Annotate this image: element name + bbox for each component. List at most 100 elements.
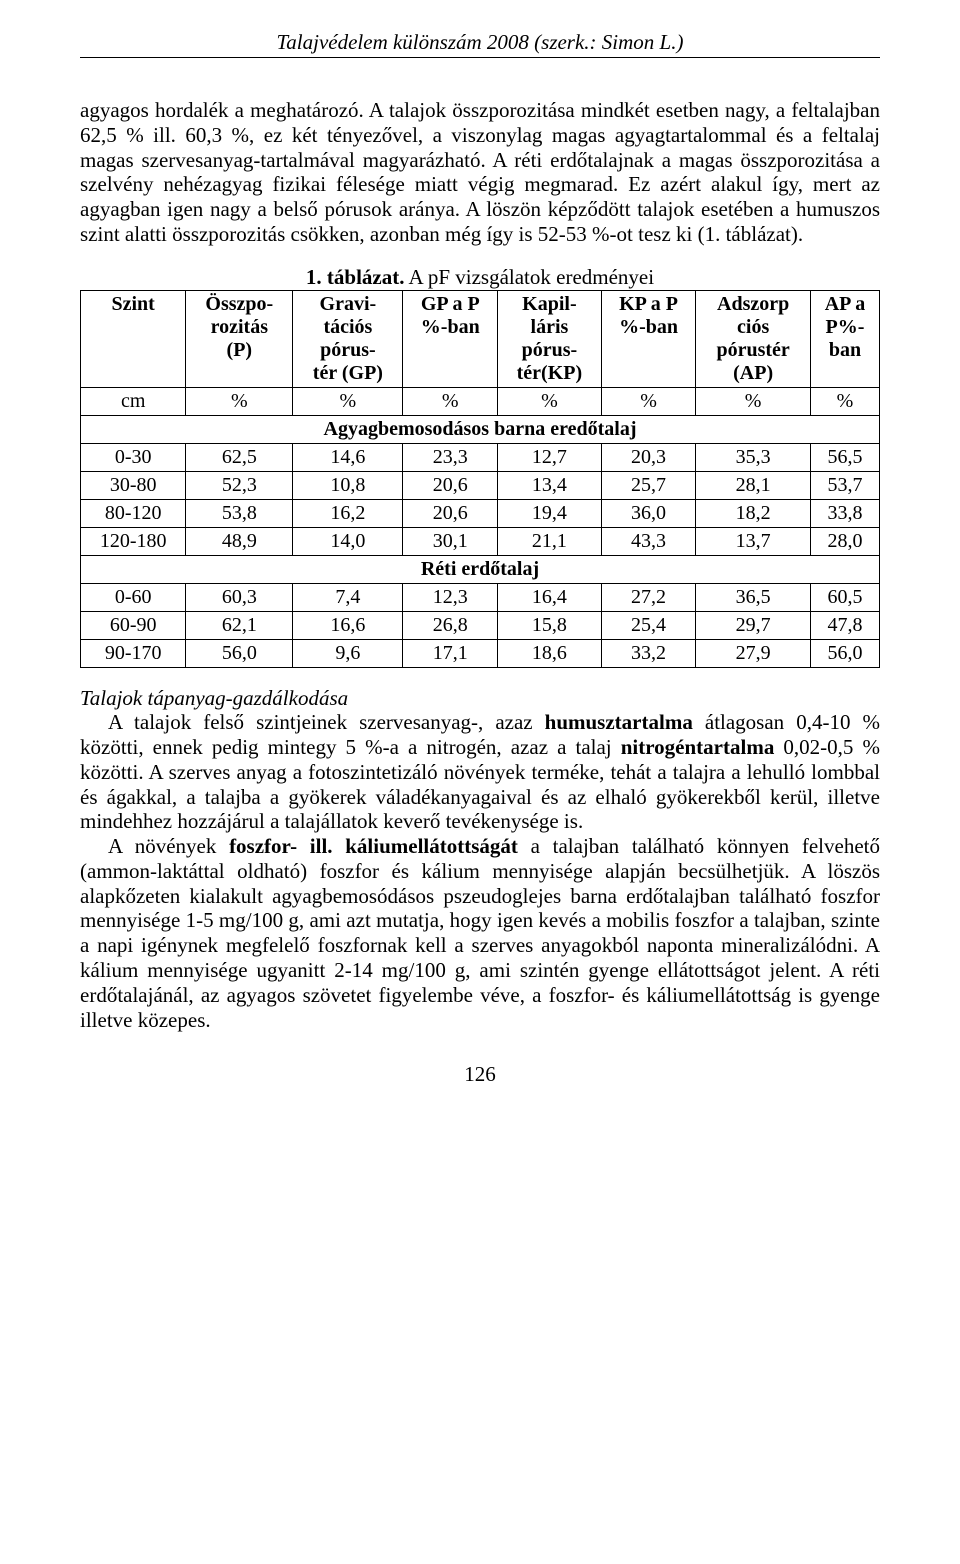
cell: 25,4 bbox=[601, 611, 696, 639]
cell: 27,9 bbox=[696, 639, 811, 667]
table-row: 0-60 60,3 7,4 12,3 16,4 27,2 36,5 60,5 bbox=[81, 583, 880, 611]
unit-cell: % bbox=[696, 387, 811, 415]
page-number: 126 bbox=[80, 1062, 880, 1087]
cell: 33,2 bbox=[601, 639, 696, 667]
para2-bold-humusz: humusztartalma bbox=[545, 710, 693, 734]
cell: 14,6 bbox=[293, 443, 403, 471]
cell: 33,8 bbox=[810, 499, 879, 527]
cell: 62,5 bbox=[186, 443, 293, 471]
cell: 17,1 bbox=[403, 639, 498, 667]
cell: 60,3 bbox=[186, 583, 293, 611]
col-gp-percent: GP a P%-ban bbox=[403, 290, 498, 387]
col-ap-percent: AP aP%-ban bbox=[810, 290, 879, 387]
cell: 60,5 bbox=[810, 583, 879, 611]
cell: 56,5 bbox=[810, 443, 879, 471]
cell: 56,0 bbox=[810, 639, 879, 667]
cell: 16,6 bbox=[293, 611, 403, 639]
para3-bold-foszfor: foszfor- ill. káliumellátottságát bbox=[229, 834, 518, 858]
cell: 0-60 bbox=[81, 583, 186, 611]
cell: 80-120 bbox=[81, 499, 186, 527]
col-szint: Szint bbox=[81, 290, 186, 387]
cell: 26,8 bbox=[403, 611, 498, 639]
cell: 19,4 bbox=[498, 499, 602, 527]
cell: 18,2 bbox=[696, 499, 811, 527]
unit-cell: % bbox=[810, 387, 879, 415]
table-row: 80-120 53,8 16,2 20,6 19,4 36,0 18,2 33,… bbox=[81, 499, 880, 527]
cell: 62,1 bbox=[186, 611, 293, 639]
cell: 9,6 bbox=[293, 639, 403, 667]
table-section-row: Agyagbemosodásos barna eredőtalaj bbox=[81, 415, 880, 443]
cell: 53,8 bbox=[186, 499, 293, 527]
cell: 30,1 bbox=[403, 527, 498, 555]
cell: 29,7 bbox=[696, 611, 811, 639]
table-row: 30-80 52,3 10,8 20,6 13,4 25,7 28,1 53,7 bbox=[81, 471, 880, 499]
cell: 52,3 bbox=[186, 471, 293, 499]
cell: 25,7 bbox=[601, 471, 696, 499]
cell: 30-80 bbox=[81, 471, 186, 499]
cell: 23,3 bbox=[403, 443, 498, 471]
document-page: Talajvédelem különszám 2008 (szerk.: Sim… bbox=[0, 0, 960, 1127]
table-units-row: cm % % % % % % % bbox=[81, 387, 880, 415]
cell: 60-90 bbox=[81, 611, 186, 639]
cell: 0-30 bbox=[81, 443, 186, 471]
para2-text: A talajok felső szintjeinek szervesanyag… bbox=[108, 710, 545, 734]
unit-cell: cm bbox=[81, 387, 186, 415]
table-caption: 1. táblázat. A pF vizsgálatok eredményei bbox=[80, 265, 880, 290]
section-title: Agyagbemosodásos barna eredőtalaj bbox=[81, 415, 880, 443]
col-kapillaris: Kapil-lárispórus-tér(KP) bbox=[498, 290, 602, 387]
unit-cell: % bbox=[498, 387, 602, 415]
col-gravitacios: Gravi-tációspórus-tér (GP) bbox=[293, 290, 403, 387]
table-row: 0-30 62,5 14,6 23,3 12,7 20,3 35,3 56,5 bbox=[81, 443, 880, 471]
table-section-row: Réti erdőtalaj bbox=[81, 555, 880, 583]
table-header-row: Szint Összpo-rozitás(P) Gravi-tációspóru… bbox=[81, 290, 880, 387]
cell: 56,0 bbox=[186, 639, 293, 667]
cell: 28,1 bbox=[696, 471, 811, 499]
cell: 7,4 bbox=[293, 583, 403, 611]
running-header: Talajvédelem különszám 2008 (szerk.: Sim… bbox=[80, 30, 880, 58]
cell: 27,2 bbox=[601, 583, 696, 611]
cell: 36,0 bbox=[601, 499, 696, 527]
col-adszorp: Adszorpcióspórustér(AP) bbox=[696, 290, 811, 387]
paragraph-section: Talajok tápanyag-gazdálkodása A talajok … bbox=[80, 686, 880, 1033]
cell: 16,2 bbox=[293, 499, 403, 527]
cell: 48,9 bbox=[186, 527, 293, 555]
cell: 14,0 bbox=[293, 527, 403, 555]
pf-results-table: Szint Összpo-rozitás(P) Gravi-tációspóru… bbox=[80, 290, 880, 668]
table-row: 90-170 56,0 9,6 17,1 18,6 33,2 27,9 56,0 bbox=[81, 639, 880, 667]
cell: 20,6 bbox=[403, 499, 498, 527]
cell: 21,1 bbox=[498, 527, 602, 555]
unit-cell: % bbox=[403, 387, 498, 415]
col-kp-percent: KP a P%-ban bbox=[601, 290, 696, 387]
table-caption-rest: A pF vizsgálatok eredményei bbox=[404, 265, 654, 289]
cell: 12,3 bbox=[403, 583, 498, 611]
cell: 18,6 bbox=[498, 639, 602, 667]
unit-cell: % bbox=[186, 387, 293, 415]
cell: 13,4 bbox=[498, 471, 602, 499]
paragraph-intro: agyagos hordalék a meghatározó. A talajo… bbox=[80, 98, 880, 247]
section-title: Réti erdőtalaj bbox=[81, 555, 880, 583]
cell: 35,3 bbox=[696, 443, 811, 471]
cell: 120-180 bbox=[81, 527, 186, 555]
col-osszporozitas: Összpo-rozitás(P) bbox=[186, 290, 293, 387]
cell: 47,8 bbox=[810, 611, 879, 639]
table-row: 120-180 48,9 14,0 30,1 21,1 43,3 13,7 28… bbox=[81, 527, 880, 555]
cell: 28,0 bbox=[810, 527, 879, 555]
unit-cell: % bbox=[601, 387, 696, 415]
para3-text: a talajban található könnyen felvehető (… bbox=[80, 834, 880, 1031]
para2-bold-nitrogen: nitrogéntartalma bbox=[621, 735, 775, 759]
cell: 16,4 bbox=[498, 583, 602, 611]
cell: 20,6 bbox=[403, 471, 498, 499]
table-row: 60-90 62,1 16,6 26,8 15,8 25,4 29,7 47,8 bbox=[81, 611, 880, 639]
cell: 90-170 bbox=[81, 639, 186, 667]
cell: 12,7 bbox=[498, 443, 602, 471]
subheading: Talajok tápanyag-gazdálkodása bbox=[80, 686, 348, 710]
para3-text: A növények bbox=[108, 834, 229, 858]
cell: 20,3 bbox=[601, 443, 696, 471]
unit-cell: % bbox=[293, 387, 403, 415]
cell: 15,8 bbox=[498, 611, 602, 639]
cell: 10,8 bbox=[293, 471, 403, 499]
cell: 53,7 bbox=[810, 471, 879, 499]
cell: 13,7 bbox=[696, 527, 811, 555]
cell: 43,3 bbox=[601, 527, 696, 555]
table-caption-lead: 1. táblázat. bbox=[306, 265, 405, 289]
